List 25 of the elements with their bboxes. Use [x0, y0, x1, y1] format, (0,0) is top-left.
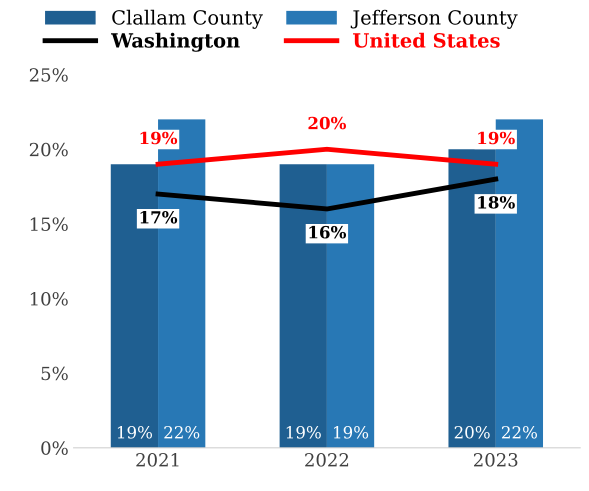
- data-label: 16%: [309, 226, 346, 239]
- data-label: 18%: [478, 196, 515, 209]
- data-label: 20%: [454, 426, 490, 439]
- data-label: 20%: [308, 116, 346, 130]
- x-tick-label: 2021: [136, 452, 178, 467]
- y-tick-label: 15%: [30, 217, 68, 232]
- y-tick-label: 5%: [42, 366, 68, 380]
- data-label: 22%: [502, 426, 537, 439]
- data-label: 19%: [334, 426, 368, 439]
- y-tick-label: 10%: [30, 292, 68, 306]
- data-label: 19%: [478, 132, 515, 144]
- legend-label: Washington: [111, 32, 240, 52]
- y-tick-label: 20%: [30, 142, 68, 156]
- x-tick-label: 2022: [305, 452, 348, 467]
- y-tick-label: 25%: [30, 68, 68, 82]
- data-label: 19%: [140, 132, 178, 144]
- data-label: 19%: [286, 426, 321, 439]
- data-label: 19%: [118, 426, 152, 439]
- legend-label: Jefferson County: [350, 10, 518, 29]
- data-label: 17%: [140, 211, 178, 224]
- legend-label: United States: [353, 32, 500, 48]
- x-tick-label: 2023: [474, 452, 518, 467]
- data-label: 22%: [164, 426, 200, 439]
- legend-label: Clallam County: [112, 10, 263, 29]
- y-tick-label: 0%: [41, 441, 68, 455]
